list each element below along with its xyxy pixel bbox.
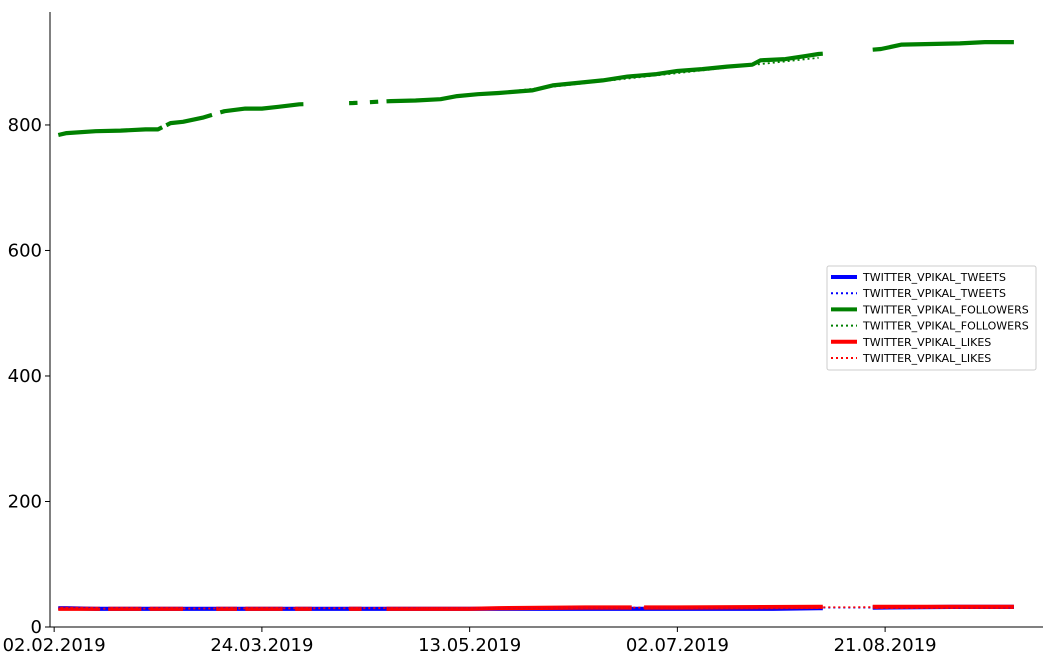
legend: TWITTER_VPIKAL_TWEETS TWITTER_VPIKAL_TWEE… <box>826 265 1037 371</box>
legend-label: TWITTER_VPIKAL_LIKES <box>862 352 991 365</box>
legend-label: TWITTER_VPIKAL_TWEETS <box>862 287 1006 300</box>
y-axis-ticks: 0 200 400 600 800 <box>8 115 50 638</box>
series-segment <box>872 40 1014 52</box>
legend-label: TWITTER_VPIKAL_FOLLOWERS <box>862 320 1029 333</box>
series-segment <box>644 604 823 610</box>
legend-label: TWITTER_VPIKAL_FOLLOWERS <box>862 303 1029 316</box>
series-segment <box>369 99 379 105</box>
legend-item-twitter-vpikal-likes: TWITTER_VPIKAL_LIKES <box>831 336 991 349</box>
y-tick-label: 600 <box>8 240 42 261</box>
legend-item-twitter-vpikal-followers-trend: TWITTER_VPIKAL_FOLLOWERS <box>831 320 1029 333</box>
legend-item-twitter-vpikal-tweets: TWITTER_VPIKAL_TWEETS <box>831 271 1006 284</box>
legend-box <box>826 265 1037 371</box>
x-tick-label: 02.02.2019 <box>3 635 106 656</box>
series-segment <box>219 102 304 115</box>
series-segment <box>165 112 213 128</box>
series-twitter-vpikal-followers-trend <box>419 56 819 102</box>
legend-label: TWITTER_VPIKAL_LIKES <box>862 336 991 349</box>
legend-item-twitter-vpikal-tweets-trend: TWITTER_VPIKAL_TWEETS <box>831 287 1006 300</box>
series-segment <box>57 125 164 138</box>
legend-item-twitter-vpikal-likes-trend: TWITTER_VPIKAL_LIKES <box>831 352 991 365</box>
series-segment <box>58 606 1014 610</box>
legend-label: TWITTER_VPIKAL_TWEETS <box>862 271 1006 284</box>
y-tick-label: 200 <box>8 491 42 512</box>
x-tick-label: 21.08.2019 <box>834 635 937 656</box>
series-segment <box>386 51 823 104</box>
x-axis-ticks: 02.02.2019 24.03.2019 13.05.2019 02.07.2019… <box>3 627 937 656</box>
y-tick-label: 800 <box>8 115 42 136</box>
x-tick-label: 02.07.2019 <box>626 635 729 656</box>
x-tick-label: 24.03.2019 <box>210 635 313 656</box>
series-segment <box>419 56 819 102</box>
series-twitter-vpikal-followers <box>57 40 1014 138</box>
y-tick-label: 0 <box>31 617 42 638</box>
series-layer <box>57 40 1014 611</box>
series-twitter-vpikal-likes-trend <box>58 606 1014 610</box>
legend-item-twitter-vpikal-followers: TWITTER_VPIKAL_FOLLOWERS <box>831 303 1029 316</box>
y-tick-label: 400 <box>8 366 42 387</box>
x-tick-label: 13.05.2019 <box>418 635 521 656</box>
